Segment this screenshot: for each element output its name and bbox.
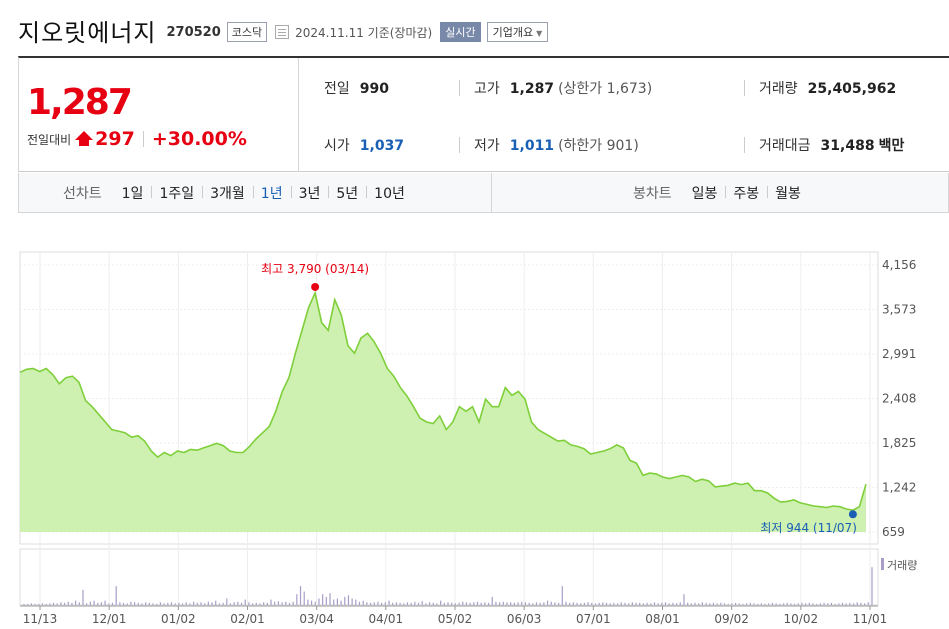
candle-chart-label: 봉차트 <box>633 185 672 202</box>
trade-value-stat: 거래대금 31,488 백만 <box>759 135 904 155</box>
high-annotation: 최고 3,790 (03/14) <box>261 262 369 276</box>
y-tick-label: 1,825 <box>882 436 916 450</box>
x-tick-label: 06/03 <box>507 612 542 626</box>
volume-stat: 거래량 25,405,962 <box>759 78 896 98</box>
price-area-fill <box>20 292 866 532</box>
candle-monthly[interactable]: 월봉 <box>767 183 809 203</box>
candle-daily[interactable]: 일봉 <box>691 185 718 202</box>
period-1y[interactable]: 1년 <box>252 183 291 203</box>
period-5y[interactable]: 5년 <box>328 183 366 203</box>
period-1w[interactable]: 1주일 <box>151 183 202 203</box>
x-tick-label: 09/02 <box>714 612 749 626</box>
y-tick-label: 2,408 <box>882 392 916 406</box>
divider <box>744 137 745 153</box>
x-tick-label: 01/02 <box>161 612 196 626</box>
divider <box>744 80 745 96</box>
volume-label: 거래량 <box>759 81 798 97</box>
divider <box>459 137 460 153</box>
upper-limit: (상한가 1,673) <box>558 81 653 97</box>
calendar-icon <box>275 24 290 39</box>
y-tick-label: 2,991 <box>882 347 916 361</box>
x-tick-label: 07/01 <box>576 612 611 626</box>
trade-value: 31,488 <box>820 138 875 154</box>
realtime-button[interactable]: 실시간 <box>440 21 481 42</box>
low-annotation: 최저 944 (11/07) <box>760 521 857 535</box>
divider <box>491 173 492 212</box>
market-badge: 코스닥 <box>226 21 268 42</box>
candle-chart-periods: 봉차트 일봉 주봉 월봉 <box>633 173 809 212</box>
volume-legend-swatch <box>881 558 884 570</box>
low-value: 1,011 <box>509 138 555 154</box>
x-tick-label: 03/04 <box>299 612 334 626</box>
stock-code: 270520 <box>166 24 221 40</box>
x-tick-label: 02/01 <box>230 612 265 626</box>
prev-close-value: 990 <box>359 81 389 97</box>
company-overview-button[interactable]: 기업개요 ▼ <box>486 21 549 42</box>
lower-limit: (하한가 901) <box>558 138 639 154</box>
price-chart[interactable]: 4,156 3,573 2,991 2,408 1,825 1,242 659 11/13 12… <box>0 240 949 629</box>
candle-weekly[interactable]: 주봉 <box>725 183 767 203</box>
company-name: 지오릿에너지 <box>18 18 157 47</box>
trade-value-label: 거래대금 <box>759 138 811 154</box>
divider <box>142 131 144 147</box>
change-value: 297 <box>95 128 135 150</box>
up-arrow-icon <box>75 130 94 146</box>
trade-value-unit: 백만 <box>878 138 905 154</box>
x-tick-label: 12/01 <box>92 612 127 626</box>
change-label: 전일대비 <box>27 132 72 147</box>
line-chart-label: 선차트 <box>63 185 102 202</box>
low-marker <box>848 510 857 519</box>
period-3m[interactable]: 3개월 <box>202 183 253 203</box>
open-value: 1,037 <box>359 138 405 154</box>
price-summary: 1,287 전일대비 297 +30.00% 전일 990 고가 1,287 (… <box>18 56 949 172</box>
x-tick-label: 10/02 <box>784 612 819 626</box>
prev-close-label: 전일 <box>324 81 350 97</box>
price-chart-svg: 4,156 3,573 2,991 2,408 1,825 1,242 659 11/13 12… <box>19 251 917 626</box>
open-stat: 시가 1,037 <box>324 135 404 155</box>
price-line <box>19 290 867 512</box>
high-label: 고가 <box>474 81 500 97</box>
divider <box>459 80 460 96</box>
period-10y[interactable]: 10년 <box>366 183 413 203</box>
date-text: 2024.11.11 기준(장마감) <box>295 25 433 40</box>
volume-value: 25,405,962 <box>807 81 897 97</box>
volume-area <box>19 548 879 606</box>
line-chart-periods: 선차트 1일 1주일 3개월 1년 3년 5년 10년 <box>63 173 413 212</box>
x-tick-label: 11/13 <box>23 612 58 626</box>
x-tick-label: 05/02 <box>438 612 473 626</box>
high-value: 1,287 <box>509 81 555 97</box>
caret-down-icon: ▼ <box>536 28 543 38</box>
y-tick-label: 4,156 <box>882 258 916 272</box>
company-overview-label: 기업개요 <box>492 25 534 39</box>
period-selector: 선차트 1일 1주일 3개월 1년 3년 5년 10년 봉차트 일봉 주봉 월봉 <box>18 173 949 213</box>
volume-legend-label: 거래량 <box>887 559 917 572</box>
period-1d[interactable]: 1일 <box>121 185 144 202</box>
y-tick-label: 659 <box>882 525 905 539</box>
high-stat: 고가 1,287 (상한가 1,673) <box>474 78 652 98</box>
change-row: 전일대비 297 +30.00% <box>27 128 247 150</box>
high-marker <box>311 282 320 291</box>
stock-header: 지오릿에너지 270520 코스닥 2024.11.11 기준(장마감) 실시간… <box>18 12 549 48</box>
period-3y[interactable]: 3년 <box>290 183 329 203</box>
low-stat: 저가 1,011 (하한가 901) <box>474 135 639 155</box>
y-tick-label: 1,242 <box>882 481 916 495</box>
open-label: 시가 <box>324 138 350 154</box>
change-percent: +30.00% <box>151 128 247 150</box>
x-tick-label: 04/01 <box>369 612 404 626</box>
current-price: 1,287 <box>27 82 133 123</box>
current-price-box: 1,287 전일대비 297 +30.00% <box>19 58 299 172</box>
x-tick-label: 08/01 <box>645 612 680 626</box>
x-tick-label: 11/01 <box>853 612 888 626</box>
low-label: 저가 <box>474 138 500 154</box>
y-tick-label: 3,573 <box>882 303 916 317</box>
prev-close-stat: 전일 990 <box>324 78 389 98</box>
